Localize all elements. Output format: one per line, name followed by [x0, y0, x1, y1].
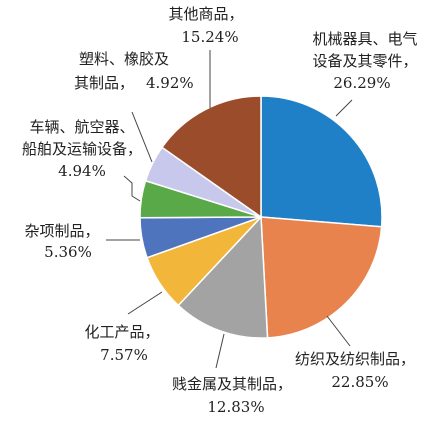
leader-line	[123, 175, 141, 202]
category-label: 化工产品，	[84, 323, 159, 341]
pie-slice	[260, 95, 383, 228]
category-label: 塑料、橡胶及	[79, 50, 169, 68]
leader-line	[215, 333, 225, 369]
category-label: 船舶及运输设备，	[22, 140, 142, 158]
category-label: 机械器具、电气	[312, 30, 417, 48]
leader-line	[335, 99, 353, 117]
value-label: 5.36%	[44, 243, 92, 261]
value-label: 26.29%	[333, 74, 390, 92]
category-label: 车辆、航空器、	[29, 118, 134, 136]
value-label: 4.94%	[58, 162, 106, 180]
leader-line	[131, 111, 153, 163]
leader-line	[127, 291, 163, 315]
category-label: 纺织及纺织制品，	[295, 350, 415, 368]
value-label: 7.57%	[100, 346, 148, 364]
category-label: 设备及其零件，	[312, 52, 417, 70]
value-label: 15.24%	[181, 28, 238, 46]
value-label: 12.83%	[207, 398, 264, 416]
value-label: 22.85%	[331, 373, 388, 391]
category-label: 其他商品，	[168, 5, 243, 23]
category-label: 贱金属及其制品，	[172, 375, 292, 393]
pie-slice	[177, 215, 269, 339]
pie-slice	[161, 95, 262, 219]
pie-slice	[260, 216, 383, 339]
value-label: 4.92%	[146, 74, 194, 92]
category-label: 其制品，	[74, 74, 134, 92]
leader-line	[326, 315, 351, 347]
category-label: 杂项制品，	[24, 222, 99, 240]
